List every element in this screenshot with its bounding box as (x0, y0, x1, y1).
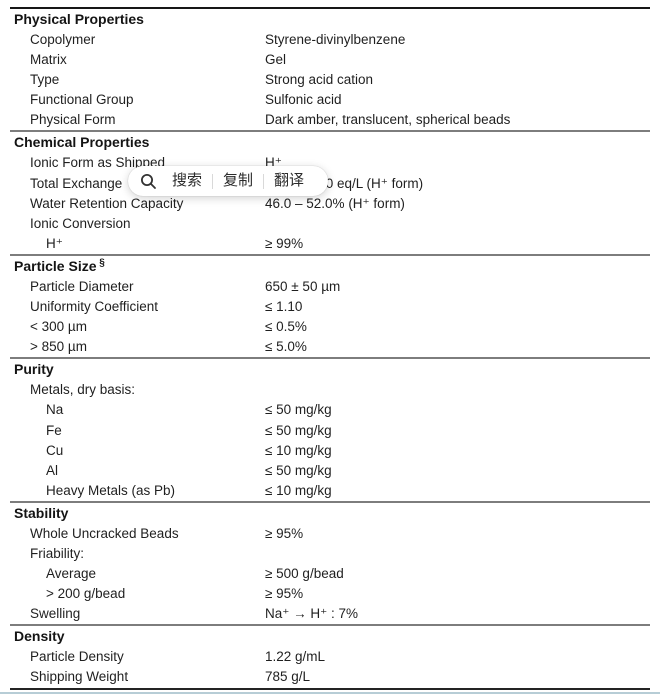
row-label: Swelling (30, 606, 81, 622)
row-value: ≤ 1.10 (265, 299, 303, 315)
table-row: H⁺ ≥ 99% (10, 234, 650, 254)
table-section: Stability Whole Uncracked Beads ≥ 95% Friab… (10, 500, 650, 624)
row-value: 650 ± 50 µm (265, 278, 341, 294)
table-section: Particle Size § Particle Diameter 650 ± 50… (10, 253, 650, 357)
table-row: Matrix Gel (10, 50, 650, 70)
table-row: Cu ≤ 10 mg/kg (10, 441, 650, 461)
row-value: ≤ 50 mg/kg (265, 402, 332, 418)
row-value: 785 g/L (265, 669, 311, 685)
row-value: ≤ 50 mg/kg (265, 422, 332, 438)
table-row: Particle Density 1.22 g/mL (10, 647, 650, 667)
row-label: Whole Uncracked Beads (30, 525, 179, 541)
row-value: Gel (265, 52, 287, 68)
row-label: Heavy Metals (as Pb) (46, 482, 176, 498)
row-value: 46.0 – 52.0% (H⁺ form) (265, 195, 405, 211)
row-label: Particle Density (30, 649, 124, 665)
section-title-superscript: § (96, 257, 105, 269)
row-label: Copolymer (30, 32, 96, 47)
table-section: Density Particle Density 1.22 g/mL Shipping… (10, 624, 650, 687)
popup-search-button[interactable]: 搜索 (162, 166, 212, 196)
table-row: Copolymer Styrene-divinylbenzene (10, 30, 650, 50)
section-title: Physical Properties (14, 11, 144, 27)
row-label: Water Retention Capacity (30, 195, 184, 211)
row-label: Matrix (30, 52, 67, 68)
row-label: Particle Diameter (30, 278, 134, 294)
row-label: Shipping Weight (30, 669, 129, 685)
table-row: Al ≤ 50 mg/kg (10, 461, 650, 481)
row-label: Na (46, 402, 64, 418)
row-label: Functional Group (30, 92, 134, 108)
row-value: Strong acid cation (265, 72, 374, 88)
popup-divider (212, 173, 214, 189)
table-row: Swelling Na⁺ → H⁺ : 7% (10, 604, 650, 624)
row-label: Friability: (30, 545, 85, 561)
table-section: Physical Properties Copolymer Styrene-divi… (10, 7, 650, 130)
row-label: Type (30, 72, 60, 88)
row-label: Uniformity Coefficient (30, 299, 159, 315)
popup-copy-button[interactable]: 复制 (213, 166, 263, 196)
row-label: > 200 g/bead (46, 586, 126, 602)
row-value: ≥ 99% (265, 235, 304, 251)
section-title: Chemical Properties (14, 134, 150, 151)
row-label: Al (46, 462, 59, 478)
row-label: Average (46, 566, 97, 582)
table-row: Metals, dry basis: (10, 380, 650, 400)
row-value: Dark amber, translucent, spherical beads (265, 112, 511, 128)
row-label: Fe (46, 422, 62, 438)
table-row: Average ≥ 500 g/bead (10, 564, 650, 584)
row-label: Cu (46, 442, 64, 458)
table-row: Shipping Weight 785 g/L (10, 667, 650, 687)
row-value: Sulfonic acid (265, 92, 342, 108)
table-row: > 200 g/bead ≥ 95% (10, 584, 650, 604)
row-value: 1.22 g/mL (265, 649, 326, 665)
row-label: Ionic Form as Shipped (30, 155, 166, 171)
text-selection-popup: 搜索 复制 翻译 (128, 166, 329, 196)
row-value: ≤ 10 mg/kg (265, 482, 332, 498)
row-value: Styrene-divinylbenzene (265, 32, 406, 47)
table-row: > 850 µm ≤ 5.0% (10, 337, 650, 357)
row-value: ≥ 95% (265, 525, 304, 541)
table-row: Ionic Form as Shipped H⁺ (10, 153, 650, 173)
row-label: Total Exchange (30, 175, 123, 191)
section-title: Purity (14, 361, 54, 378)
popup-translate-button[interactable]: 翻译 (264, 166, 314, 196)
table-row: Fe ≤ 50 mg/kg (10, 421, 650, 441)
section-title: Density (14, 628, 65, 645)
row-value: ≤ 0.5% (265, 319, 307, 335)
row-value: ≤ 50 mg/kg (265, 462, 332, 478)
table-section: Chemical Properties Ionic Form as Shipped… (10, 130, 650, 253)
table-row: Water Retention Capacity 46.0 – 52.0% (H⁺… (10, 194, 650, 214)
row-value: ≤ 5.0% (265, 339, 307, 355)
row-label: Ionic Conversion (30, 215, 131, 231)
row-value: ≤ 10 mg/kg (265, 442, 332, 458)
section-title: Stability (14, 504, 69, 521)
popup-divider (263, 173, 265, 189)
table-row: Total Exchange .0 eq/L (H⁺ form) (10, 174, 650, 194)
spec-table: Physical Properties Copolymer Styrene-divi… (10, 7, 650, 694)
table-row: Heavy Metals (as Pb) ≤ 10 mg/kg (10, 481, 650, 501)
table-row: Uniformity Coefficient ≤ 1.10 (10, 297, 650, 317)
table-row: Whole Uncracked Beads ≥ 95% (10, 524, 650, 544)
row-label: < 300 µm (30, 319, 87, 335)
table-row: Functional Group Sulfonic acid (10, 90, 650, 110)
table-row: Type Strong acid cation (10, 70, 650, 90)
row-label: Physical Form (30, 112, 116, 128)
row-label: Metals, dry basis: (30, 382, 136, 398)
row-label: > 850 µm (30, 339, 87, 355)
row-value: ≥ 95% (265, 586, 304, 602)
row-value: Na⁺ → H⁺ : 7% (265, 606, 359, 622)
section-title: Particle Size § (14, 257, 105, 274)
row-value: .0 eq/L (H⁺ form) (322, 175, 424, 191)
search-icon (140, 173, 157, 190)
table-row: < 300 µm ≤ 0.5% (10, 317, 650, 337)
table-row: Particle Diameter 650 ± 50 µm (10, 277, 650, 297)
table-section: Purity Metals, dry basis: Na ≤ 50 mg/kg Fe ≤ … (10, 357, 650, 501)
row-label: H⁺ (46, 235, 63, 251)
table-row: Friability: (10, 544, 650, 564)
bottom-accent-line (0, 692, 660, 694)
table-row: Ionic Conversion (10, 214, 650, 234)
table-row: Physical Form Dark amber, translucent, sp… (10, 110, 650, 130)
table-row: Na ≤ 50 mg/kg (10, 400, 650, 420)
row-value: ≥ 500 g/bead (265, 566, 344, 582)
